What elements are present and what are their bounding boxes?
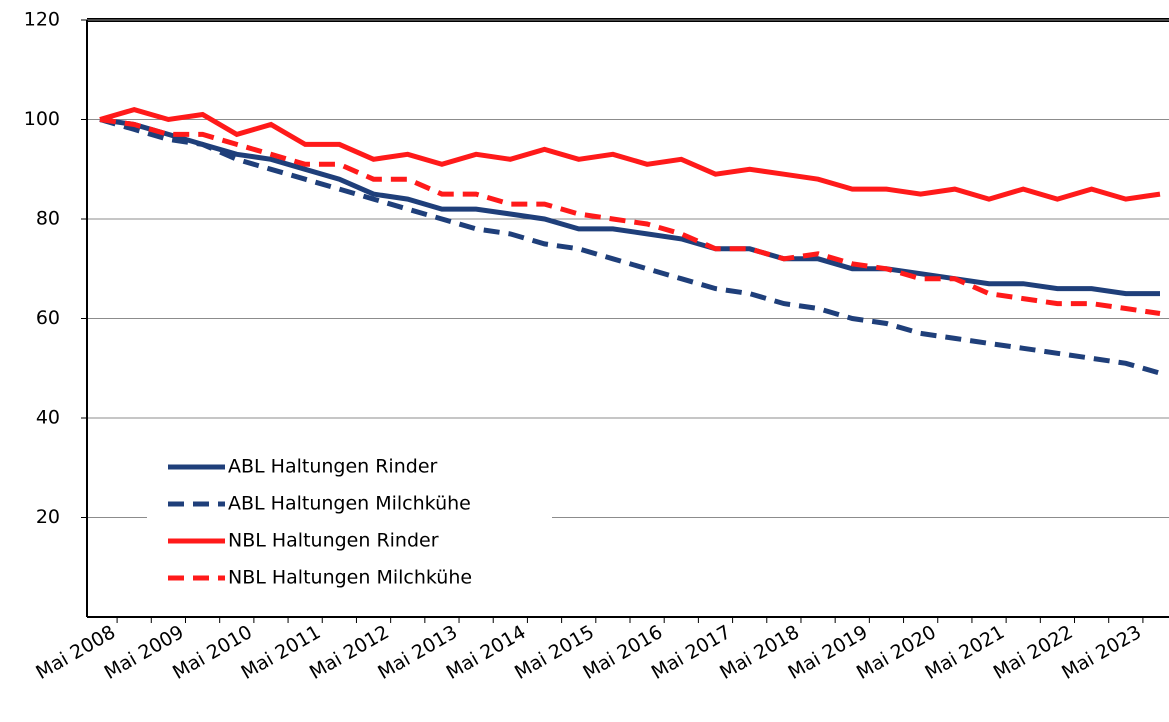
plot (99, 106, 1161, 376)
y-tick-label: 60 (36, 307, 60, 329)
legend-label: ABL Haltungen Rinder (228, 456, 438, 478)
legend-box (147, 448, 552, 610)
grid (81, 19, 1169, 518)
series-line (99, 117, 1161, 376)
y-tick-label: 20 (36, 506, 60, 528)
series-line (99, 117, 1160, 297)
y-tick-label: 80 (36, 208, 60, 230)
legend: ABL Haltungen Rinder ABL Haltungen Milchk… (168, 456, 472, 589)
series-line (99, 106, 1161, 202)
legend-label: NBL Haltungen Rinder (228, 530, 439, 552)
y-tick-label: 100 (24, 108, 60, 130)
legend-label: NBL Haltungen Milchkühe (228, 567, 472, 589)
series-line (99, 117, 1161, 316)
x-tick-label: Mai 2023 (1058, 621, 1145, 684)
y-tick-label: 40 (36, 407, 60, 429)
y-tick-label: 120 (24, 9, 60, 31)
legend-label: ABL Haltungen Milchkühe (228, 493, 471, 515)
